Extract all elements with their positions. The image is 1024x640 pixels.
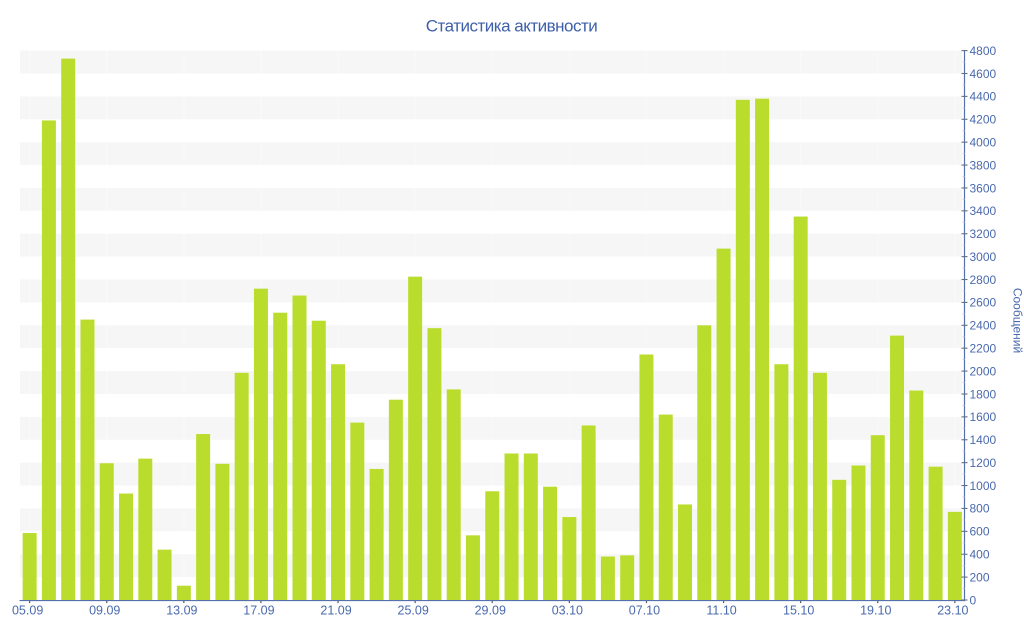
svg-text:13.09: 13.09	[166, 604, 197, 618]
svg-text:19.10: 19.10	[860, 604, 891, 618]
svg-text:07.10: 07.10	[629, 604, 660, 618]
svg-text:4400: 4400	[970, 90, 997, 104]
svg-text:Статистика активности: Статистика активности	[426, 17, 598, 36]
svg-text:4600: 4600	[970, 67, 997, 81]
svg-text:2000: 2000	[970, 364, 997, 378]
svg-text:3200: 3200	[970, 227, 997, 241]
svg-text:23.10: 23.10	[937, 604, 968, 618]
svg-text:2800: 2800	[970, 273, 997, 287]
svg-text:400: 400	[970, 548, 990, 562]
svg-text:4000: 4000	[970, 135, 997, 149]
svg-text:17.09: 17.09	[243, 604, 274, 618]
svg-text:03.10: 03.10	[552, 604, 583, 618]
svg-text:21.09: 21.09	[320, 604, 351, 618]
svg-text:05.09: 05.09	[12, 604, 43, 618]
svg-text:25.09: 25.09	[398, 604, 429, 618]
svg-text:0: 0	[970, 593, 977, 607]
svg-text:800: 800	[970, 502, 990, 516]
svg-text:1200: 1200	[970, 456, 997, 470]
svg-text:2200: 2200	[970, 341, 997, 355]
svg-text:3000: 3000	[970, 250, 997, 264]
svg-text:4800: 4800	[970, 44, 997, 58]
svg-text:2600: 2600	[970, 296, 997, 310]
svg-text:1600: 1600	[970, 410, 997, 424]
svg-text:3600: 3600	[970, 181, 997, 195]
svg-text:3800: 3800	[970, 158, 997, 172]
svg-text:600: 600	[970, 525, 990, 539]
svg-text:09.09: 09.09	[89, 604, 120, 618]
svg-text:15.10: 15.10	[783, 604, 814, 618]
svg-text:1000: 1000	[970, 479, 997, 493]
svg-text:29.09: 29.09	[475, 604, 506, 618]
svg-text:200: 200	[970, 570, 990, 584]
svg-text:2400: 2400	[970, 319, 997, 333]
svg-text:11.10: 11.10	[706, 604, 736, 618]
svg-text:3400: 3400	[970, 204, 997, 218]
svg-text:4200: 4200	[970, 113, 997, 127]
svg-text:1400: 1400	[970, 433, 997, 447]
svg-text:Сообщений: Сообщений	[1011, 288, 1024, 353]
svg-text:1800: 1800	[970, 387, 997, 401]
